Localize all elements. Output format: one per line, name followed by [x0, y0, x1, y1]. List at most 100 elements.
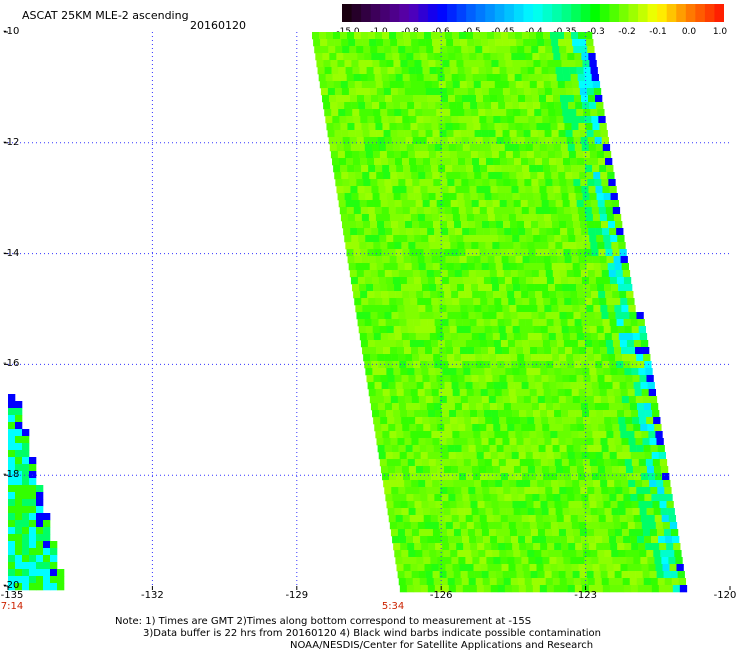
swath-cell: [486, 382, 494, 390]
swath-cell: [602, 228, 610, 236]
swath-cell: [520, 242, 528, 250]
swath-cell: [584, 249, 592, 257]
swath-cell: [462, 53, 470, 61]
swath-cell: [416, 424, 424, 432]
swath-cell: [324, 109, 332, 117]
swath-cell: [608, 445, 616, 453]
swath-cell: [492, 466, 501, 474]
swath-cell: [457, 508, 465, 516]
swath-cell: [354, 165, 362, 173]
swath-cell: [391, 179, 399, 187]
swath-cell: [498, 151, 507, 159]
swath-cell: [382, 256, 390, 264]
swath-cell: [611, 375, 619, 383]
swath-cell: [541, 242, 549, 250]
swath-cell: [480, 298, 488, 306]
swath-cell: [597, 417, 605, 425]
swath-cell: [357, 319, 365, 327]
swath-cell: [457, 242, 465, 250]
swath-cell: [465, 158, 473, 166]
swath-cell: [476, 452, 485, 460]
swath-cell: [384, 354, 392, 362]
swath-cell: [501, 214, 510, 222]
swath-cell: [424, 32, 432, 40]
swath-cell: [433, 312, 441, 320]
swath-cell: [394, 550, 402, 558]
swath-cell: [520, 508, 528, 516]
swath-cell: [461, 312, 469, 320]
swath-cell: [434, 228, 442, 236]
swath-cell: [507, 158, 515, 166]
swath-cell: [487, 522, 496, 530]
swath-cell: [598, 515, 607, 523]
swath-cell: [457, 284, 465, 292]
swath-cell: [332, 74, 340, 82]
swath-cell: [361, 165, 369, 173]
swath-cell: [574, 494, 582, 502]
swath-cell: [501, 298, 509, 306]
swath-cell: [518, 494, 526, 502]
swath-cell: [386, 60, 394, 68]
swath-cell: [571, 256, 579, 264]
swath-cell: [584, 158, 592, 166]
swath-cell: [573, 403, 582, 411]
swath-cell: [527, 375, 535, 383]
swath-cell: [498, 543, 506, 551]
colorbar: [342, 4, 724, 22]
swath-cell: [487, 389, 496, 397]
swath-cell: [584, 382, 592, 390]
swath-cell: [405, 354, 413, 362]
swath-cell: [557, 81, 566, 89]
swath-cell: [414, 368, 422, 376]
swath-cell: [654, 424, 662, 432]
swath-cell: [15, 436, 23, 444]
swath-cell: [536, 123, 544, 131]
swath-cell: [600, 305, 608, 313]
swath-cell: [610, 543, 618, 551]
swath-cell: [478, 109, 486, 117]
swath-cell: [535, 291, 543, 299]
swath-cell: [474, 480, 482, 488]
swath-cell: [506, 375, 514, 383]
swath-cell: [462, 361, 470, 369]
swath-cell: [43, 576, 51, 584]
swath-cell: [393, 459, 402, 467]
swath-cell: [646, 550, 654, 558]
swath-cell: [447, 221, 455, 229]
swath-cell: [508, 473, 516, 481]
swath-cell: [611, 466, 620, 474]
swath-cell: [573, 137, 581, 145]
swath-cell: [582, 235, 590, 243]
swath-cell: [515, 32, 523, 40]
swath-cell: [372, 60, 380, 68]
swath-cell: [596, 151, 605, 159]
swath-cell: [425, 88, 434, 96]
swath-cell: [593, 396, 602, 404]
swath-cell: [464, 109, 472, 117]
swath-cell: [22, 527, 30, 535]
swath-cell: [392, 361, 400, 369]
swath-cell: [573, 312, 581, 320]
swath-cell: [446, 480, 454, 488]
swath-cell: [578, 214, 587, 222]
swath-cell: [408, 67, 416, 75]
swath-cell: [471, 375, 479, 383]
swath-cell: [580, 270, 589, 278]
swath-cell: [639, 550, 647, 558]
swath-cell: [495, 88, 504, 96]
swath-cell: [543, 165, 551, 173]
swath-cell: [397, 88, 406, 96]
swath-cell: [333, 123, 341, 131]
swath-cell: [502, 347, 510, 355]
swath-cell: [438, 389, 447, 397]
swath-cell: [547, 102, 555, 110]
swath-cell: [334, 172, 342, 180]
swath-cell: [354, 32, 362, 40]
swath-cell: [448, 277, 457, 285]
swath-cell: [531, 312, 539, 320]
swath-cell: [469, 585, 478, 593]
swath-cell: [379, 235, 387, 243]
swath-cell: [316, 60, 324, 68]
swath-cell: [551, 172, 559, 180]
swath-cell: [553, 319, 561, 327]
